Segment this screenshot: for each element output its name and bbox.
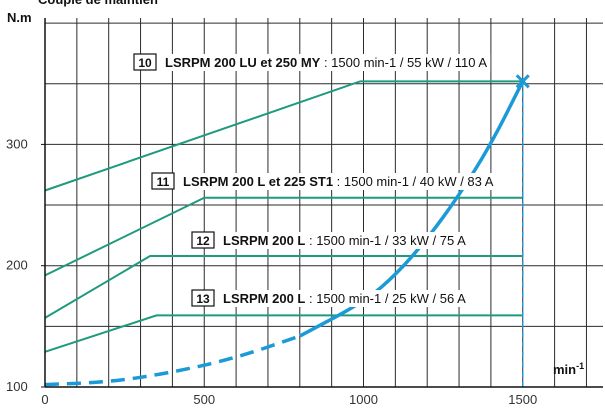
annotation-box [191,289,215,307]
annotation-13: 13 LSRPM 200 L : 1500 min-1 / 25 kW / 56 … [191,289,470,307]
annotation-spec: : 1500 min-1 / 33 kW / 75 A [305,233,466,248]
curve-13 [44,314,523,353]
x-tick-label: 1500 [508,392,537,407]
annotation-spec: : 1500 min-1 / 55 kW / 110 A [320,55,487,70]
annotation-model: LSRPM 200 L [223,291,305,306]
annotation-label-bg [220,232,470,249]
annotation-10: 10 LSRPM 200 LU et 250 MY : 1500 min-1 / … [133,53,491,71]
y-axis-label: N.m [7,10,32,25]
curve-12 [44,254,523,319]
load-curve-dashed [44,334,301,387]
annotations-group: 10 LSRPM 200 LU et 250 MY : 1500 min-1 / … [133,53,497,307]
annotation-spec: : 1500 min-1 / 25 kW / 56 A [305,291,466,306]
curve-10 [44,80,523,192]
annotation-label: LSRPM 200 L et 225 ST1 : 1500 min-1 / 40… [183,174,494,189]
x-tick-label: 0 [41,392,48,407]
load-curve-solid [298,80,525,338]
annotation-label: LSRPM 200 L : 1500 min-1 / 33 kW / 75 A [223,233,466,248]
chart-title: Couple de maintien [38,0,158,7]
x-tick-label: 1000 [349,392,378,407]
series-group [44,74,530,387]
annotation-label-bg [220,290,470,307]
annotation-box [191,231,215,249]
annotation-number: 11 [157,175,170,189]
y-tick-label: 100 [6,379,28,394]
annotation-number: 10 [138,56,152,70]
annotation-12: 12 LSRPM 200 L : 1500 min-1 / 33 kW / 75 … [191,231,470,249]
annotation-11: 11 LSRPM 200 L et 225 ST1 : 1500 min-1 / … [151,172,497,190]
annotation-label-bg [180,173,497,190]
annotation-label: LSRPM 200 LU et 250 MY : 1500 min-1 / 55… [165,55,487,70]
annotation-number: 12 [196,234,210,248]
annotation-model: LSRPM 200 L et 225 ST1 [183,174,333,189]
x-axis-label-exponent: -1 [576,361,584,371]
annotation-model: LSRPM 200 LU et 250 MY [165,55,321,70]
annotation-box [151,172,175,190]
annotation-box [133,53,157,71]
y-tick-label: 200 [6,258,28,273]
annotation-number: 13 [196,292,210,306]
x-tick-label: 500 [193,392,215,407]
annotation-label: LSRPM 200 L : 1500 min-1 / 25 kW / 56 A [223,291,466,306]
annotation-label-bg [162,54,491,71]
curve-11 [44,196,523,277]
annotation-spec: : 1500 min-1 / 40 kW / 83 A [333,174,494,189]
annotation-model: LSRPM 200 L [223,233,305,248]
y-tick-label: 300 [6,136,28,151]
